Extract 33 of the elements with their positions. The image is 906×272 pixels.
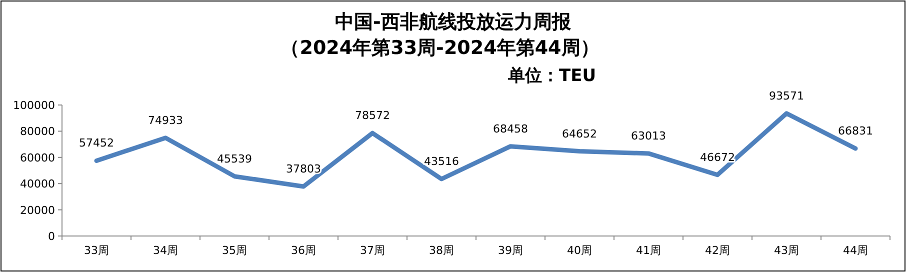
text: 单位：TEU bbox=[506, 66, 596, 86]
y-tick-label: 20000 bbox=[20, 204, 55, 217]
chart-title: 中国-西非航线投放运力周报 bbox=[335, 11, 572, 33]
data-label: 78572 bbox=[355, 109, 390, 122]
data-label: 46672 bbox=[700, 150, 735, 164]
x-tick-label: 34周 bbox=[153, 244, 178, 257]
chart-subtitle: （2024年第33周-2024年第44周） bbox=[280, 37, 600, 59]
data-label: 63013 bbox=[631, 129, 666, 142]
data-label: 45539 bbox=[217, 152, 252, 166]
x-tick-label: 41周 bbox=[636, 244, 661, 257]
x-tick-label: 43周 bbox=[774, 244, 799, 257]
data-label: 68458 bbox=[493, 122, 528, 136]
x-tick-label: 35周 bbox=[222, 244, 247, 257]
data-label: 74933 bbox=[148, 114, 183, 127]
x-tick-label: 38周 bbox=[429, 244, 454, 257]
y-tick-label: 80000 bbox=[20, 125, 55, 138]
x-tick-label: 37周 bbox=[360, 244, 385, 257]
x-tick-label: 40周 bbox=[567, 244, 592, 257]
y-tick-label: 0 bbox=[48, 230, 55, 243]
data-label: 43516 bbox=[424, 154, 459, 168]
x-tick-label: 36周 bbox=[291, 244, 316, 257]
x-tick-label: 33周 bbox=[84, 244, 109, 257]
data-label: 93571 bbox=[769, 89, 804, 102]
data-label: 64652 bbox=[562, 127, 597, 140]
x-tick-label: 42周 bbox=[705, 244, 730, 257]
y-tick-label: 40000 bbox=[20, 178, 55, 191]
data-label: 57452 bbox=[79, 136, 114, 150]
data-label: 37803 bbox=[286, 162, 321, 176]
x-tick-label: 39周 bbox=[498, 244, 523, 257]
y-tick-label: 100000 bbox=[13, 99, 55, 112]
y-tick-label: 60000 bbox=[20, 151, 55, 164]
data-label: 66831 bbox=[838, 124, 873, 138]
x-tick-label: 44周 bbox=[843, 244, 868, 257]
